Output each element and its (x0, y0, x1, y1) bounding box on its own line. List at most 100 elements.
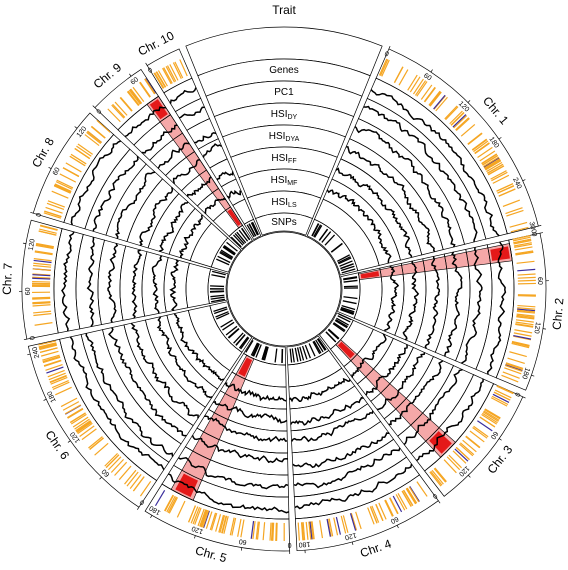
axis-tick-label: 60 (422, 72, 432, 82)
gene-mark (514, 330, 532, 333)
gene-mark (445, 106, 457, 119)
chromosome-label: Chr. 10 (136, 28, 177, 58)
axis-tick (540, 233, 543, 234)
axis-tick-label: 0 (35, 212, 43, 218)
snp-mark (319, 229, 327, 240)
gene-mark (177, 501, 185, 517)
trait-trace (174, 160, 200, 184)
axis-tick-label: 180 (298, 540, 310, 548)
trait-trace (217, 172, 232, 181)
gene-mark (516, 320, 534, 322)
snp-mark (344, 297, 358, 299)
gene-mark (40, 225, 57, 230)
gene-mark (35, 323, 53, 326)
trait-trace (171, 260, 178, 311)
axis-tick-label: 0 (29, 335, 37, 340)
snp-mark (211, 297, 225, 299)
snp-mark (221, 320, 233, 327)
trait-trace (62, 232, 74, 331)
gene-mark (499, 189, 516, 196)
gene-mark (517, 261, 535, 263)
gene-mark (33, 305, 51, 306)
gene-mark (468, 133, 482, 144)
trait-trace (131, 323, 198, 418)
gene-mark (33, 265, 51, 267)
chromosome-label: Chr. 9 (91, 60, 125, 91)
trait-trace (227, 191, 241, 197)
gene-mark (477, 421, 492, 431)
gene-mark (273, 523, 274, 541)
gene-mark (505, 208, 522, 214)
track-label-pc1: PC1 (274, 87, 294, 98)
trait-trace (180, 215, 202, 258)
axis-tick-label: 60 (238, 537, 247, 545)
snp-mark (222, 322, 234, 330)
snp-mark (246, 340, 253, 352)
gene-mark (506, 210, 523, 216)
trait-trace (109, 328, 186, 436)
gene-mark (77, 422, 92, 432)
track-cell (167, 310, 230, 389)
center-circle (227, 232, 341, 346)
gene-mark (263, 522, 264, 540)
gene-mark (33, 269, 51, 270)
gene-mark (241, 520, 244, 538)
gene-mark (351, 513, 356, 530)
axis-tick (30, 212, 33, 213)
gene-mark (456, 118, 469, 130)
trait-trace (290, 379, 350, 401)
gene-mark (55, 387, 71, 395)
gene-mark (518, 274, 536, 275)
highlight-region-chr2 (358, 243, 512, 279)
axis-tick-label: 0 (530, 232, 538, 237)
snp-mark (275, 349, 277, 363)
gene-mark (517, 306, 535, 307)
axis-tick (538, 225, 541, 226)
chromosome-label: Chr. 3 (485, 442, 516, 476)
snp-mark (212, 271, 226, 274)
gene-mark (60, 174, 76, 182)
axis-tick (499, 439, 501, 441)
axis-tick (27, 354, 30, 355)
snp-mark (211, 299, 225, 301)
gene-mark (32, 282, 50, 283)
axis-tick-label: 0 (513, 391, 521, 398)
gene-mark (380, 59, 387, 75)
gene-mark (517, 269, 535, 270)
gene-mark (32, 278, 50, 279)
axis-tick-label: 0 (383, 51, 389, 59)
track-cell (293, 439, 406, 496)
gene-mark (130, 474, 141, 488)
gene-mark (511, 227, 528, 231)
track-cell (350, 119, 465, 250)
track-cell (323, 179, 400, 265)
gene-mark (444, 460, 456, 473)
axis-tick-label: 240 (511, 177, 522, 191)
gene-mark (97, 120, 110, 132)
gene-mark (343, 515, 348, 532)
trait-title: Trait (272, 3, 296, 17)
chromosome-label: Chr. 2 (550, 297, 567, 330)
axis-tick (389, 46, 390, 49)
gene-mark (52, 191, 69, 198)
track-cell (120, 246, 147, 320)
gene-mark (473, 428, 488, 439)
chromosome-label: Chr. 7 (0, 262, 15, 295)
trait-trace (86, 333, 172, 456)
axis-tick (431, 70, 433, 72)
track-cell (127, 179, 179, 248)
snp-mark (331, 243, 342, 252)
gene-mark (298, 523, 299, 541)
gene-mark (121, 97, 133, 111)
track-cell (187, 119, 218, 150)
axis-tick (397, 525, 398, 528)
gene-mark (503, 200, 520, 206)
trait-trace (336, 169, 412, 258)
snp-mark (318, 338, 326, 350)
gene-mark (472, 139, 486, 150)
track-cell (186, 263, 211, 307)
gene-mark (435, 468, 447, 482)
